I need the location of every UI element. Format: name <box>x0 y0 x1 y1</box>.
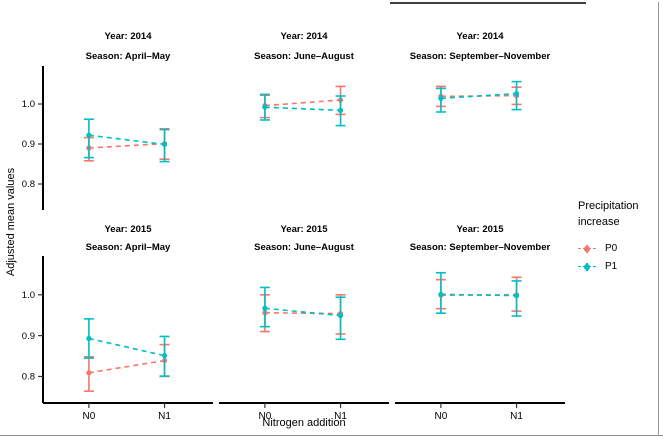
series-line <box>88 359 165 374</box>
image-border-right <box>658 2 659 436</box>
panel-year-2014-season-april-may: Year: 2014 Season: April–May 0.8 0.9 1.0 <box>22 31 171 210</box>
y-tick-label: 0.8 <box>22 179 35 190</box>
data-point <box>86 335 92 342</box>
y-tick-label: 0.9 <box>22 139 35 150</box>
facet-year-label: Year: 2014 <box>104 31 152 42</box>
data-point <box>86 132 92 138</box>
data-point <box>161 141 168 147</box>
series-p0 <box>259 85 346 119</box>
panel-year-2014-season-september-november: Year: 2014 Season: September–November <box>410 31 551 113</box>
legend-items: P0 P1 <box>578 240 662 276</box>
series-line <box>264 99 341 107</box>
facet-season-label: Season: September–November <box>410 51 551 62</box>
legend-item-label: P0 <box>605 243 618 255</box>
legend-item-p0: P0 <box>578 240 662 258</box>
series-p1 <box>435 80 522 113</box>
legend-title: Precipitation increase <box>578 199 662 231</box>
pointrange-key-icon <box>578 262 596 272</box>
pointrange-key-icon <box>578 244 596 254</box>
legend-title-line-2: increase <box>578 215 620 228</box>
data-point <box>513 91 520 97</box>
series-p1 <box>83 118 170 163</box>
image-border-top <box>390 2 586 4</box>
facet-season-label: Season: April–May <box>86 242 171 253</box>
panel-year-2015-season-september-november: Year: 2015 Season: September–November N0 N1 <box>395 224 565 422</box>
series-p0 <box>83 343 170 392</box>
series-line <box>440 92 517 100</box>
data-point <box>161 353 168 359</box>
data-point <box>513 293 520 299</box>
y-axis-title: Adjusted mean values <box>5 167 17 277</box>
series-line <box>88 142 165 149</box>
legend-title-line-1: Precipitation <box>578 200 639 212</box>
series-line <box>264 106 341 112</box>
facet-year-label: Year: 2015 <box>280 224 328 235</box>
data-point <box>262 305 268 311</box>
data-point <box>337 313 344 319</box>
y-tick-label: 1.0 <box>22 290 35 301</box>
series-p0 <box>435 276 522 312</box>
series-line <box>264 307 341 317</box>
facet-year-label: Year: 2014 <box>280 31 328 42</box>
series-line <box>264 311 341 315</box>
legend-point-icon <box>584 264 590 270</box>
legend-item-label: P1 <box>605 261 618 273</box>
panel-year-2014-season-june-august: Year: 2014 Season: June–August <box>254 31 355 127</box>
facet-year-label: Year: 2015 <box>104 224 152 235</box>
series-p1 <box>435 271 522 317</box>
facet-season-label: Season: June–August <box>254 242 355 253</box>
facet-year-label: Year: 2015 <box>456 224 504 235</box>
data-point <box>86 370 92 376</box>
facet-year-label: Year: 2014 <box>456 31 504 42</box>
panel-year-2015-season-april-may: Year: 2015 Season: April–May 0.8 0.9 1.0 N0 N1 <box>22 224 213 422</box>
x-tick-label: N1 <box>334 411 347 422</box>
facet-season-label: Season: April–May <box>86 51 171 62</box>
x-axis-title: Nitrogen addition <box>262 417 346 429</box>
panel-year-2015-season-june-august: Year: 2015 Season: June–August N0 N1 <box>219 224 389 422</box>
y-tick-label: 1.0 <box>22 99 35 110</box>
legend-item-p1: P1 <box>578 258 662 276</box>
series-p0 <box>259 293 346 335</box>
legend-point-icon <box>584 246 590 252</box>
facet-season-label: Season: September–November <box>410 242 551 253</box>
series-p1 <box>259 93 346 127</box>
series-line <box>88 337 165 357</box>
legend: Precipitation increase P0 P1 <box>578 199 662 276</box>
x-tick-label: N0 <box>435 411 448 422</box>
x-tick-label: N1 <box>158 411 171 422</box>
series-p1 <box>83 318 170 377</box>
data-point <box>337 107 344 113</box>
data-point <box>438 291 444 297</box>
series-p0 <box>83 128 170 162</box>
y-tick-label: 0.9 <box>22 331 35 342</box>
series-p1 <box>259 286 346 341</box>
x-tick-label: N0 <box>259 411 272 422</box>
y-tick-label: 0.8 <box>22 372 35 383</box>
x-tick-label: N0 <box>83 411 96 422</box>
data-point <box>438 95 444 101</box>
facet-season-label: Season: June–August <box>254 51 355 62</box>
series-line <box>88 134 165 146</box>
image-border-bottom <box>0 435 663 436</box>
series-line <box>440 293 517 297</box>
x-tick-label: N1 <box>510 411 523 422</box>
data-point <box>262 104 268 110</box>
